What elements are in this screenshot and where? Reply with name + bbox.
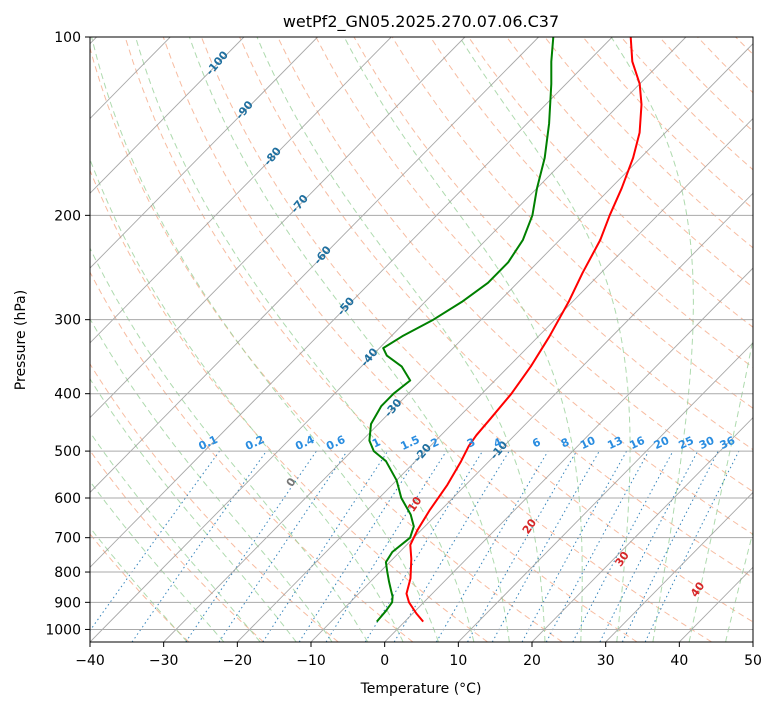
x-axis-label: Temperature (°C) bbox=[360, 681, 482, 697]
y-axis: 100 200 300 400 500 600 700 800 900 1000 bbox=[45, 30, 90, 638]
moist-adiabat-line bbox=[90, 480, 225, 642]
dry-adiabat-line bbox=[239, 37, 753, 579]
isotherm-line bbox=[90, 37, 392, 344]
moist-adiabat-line bbox=[90, 431, 261, 642]
mixing-ratio-label: 10 bbox=[578, 434, 598, 452]
mixing-ratio-label: 36 bbox=[718, 434, 738, 452]
y-tick-label: 900 bbox=[54, 595, 81, 611]
isotherm-line bbox=[90, 37, 687, 642]
mixing-ratio-line bbox=[621, 450, 719, 642]
y-tick-label: 300 bbox=[54, 313, 81, 329]
mixing-ratio-line bbox=[325, 450, 447, 642]
dry-adiabat-line bbox=[315, 37, 753, 493]
y-tick-label: 100 bbox=[54, 30, 81, 46]
mixing-ratio-label: 16 bbox=[628, 434, 648, 452]
mixing-ratio-line bbox=[262, 450, 389, 642]
mixing-ratio-line bbox=[545, 450, 650, 642]
profile-lines bbox=[368, 37, 643, 623]
x-tick-label: −40 bbox=[75, 653, 105, 669]
dry-adiabat-line bbox=[90, 46, 563, 642]
isotherms bbox=[90, 37, 753, 642]
dry-adiabat-line bbox=[429, 37, 753, 369]
y-axis-label: Pressure (hPa) bbox=[13, 290, 29, 390]
plot-area: -100-90-80-70-60-50-40-30-20 -100.1 0.2 0.4… bbox=[90, 37, 753, 642]
dry-adiabat-line bbox=[200, 37, 753, 623]
mixing-ratio-line bbox=[185, 450, 317, 642]
moist-adiabat-line bbox=[90, 246, 369, 642]
dry-adiabat-line bbox=[353, 37, 753, 451]
isotherm-line bbox=[310, 192, 753, 642]
dry-adiabat-line bbox=[468, 37, 753, 328]
y-tick-label: 400 bbox=[54, 387, 81, 403]
isotherm-line bbox=[90, 37, 613, 568]
dry-adiabat-line bbox=[506, 37, 753, 288]
moist-adiabat-line bbox=[688, 336, 753, 642]
isotherm-line bbox=[384, 267, 753, 642]
moist-adiabat-line bbox=[91, 37, 439, 642]
isotherm-line bbox=[163, 43, 753, 642]
x-tick-label: −10 bbox=[296, 653, 326, 669]
y-tick-label: 500 bbox=[54, 444, 81, 460]
moist-adiabat-line bbox=[90, 377, 297, 642]
dry-adiabat-line bbox=[124, 37, 638, 642]
y-tick-label: 700 bbox=[54, 531, 81, 547]
mixing-ratio-label: 25 bbox=[677, 434, 696, 452]
y-tick-label: 800 bbox=[54, 565, 81, 581]
isotherm-line bbox=[458, 342, 753, 642]
moist-adiabat-line bbox=[610, 37, 694, 642]
y-tick-label: 1000 bbox=[45, 622, 81, 638]
dry-adiabat-line bbox=[391, 37, 753, 409]
moist-adiabat-line bbox=[256, 37, 546, 642]
isotherm-line bbox=[90, 37, 318, 269]
isotherm-line bbox=[90, 37, 245, 194]
moist-adiabat-line bbox=[725, 530, 753, 642]
x-tick-label: −20 bbox=[223, 653, 253, 669]
dry-adiabat-line bbox=[162, 37, 712, 642]
temperature-line bbox=[405, 37, 643, 623]
moist-adiabat-line bbox=[135, 37, 475, 642]
isotherm-line bbox=[605, 491, 753, 642]
y-tick-label: 600 bbox=[54, 491, 81, 507]
moist-adiabat-line bbox=[90, 158, 404, 642]
y-tick-label: 200 bbox=[54, 208, 81, 224]
x-tick-label: 30 bbox=[597, 653, 615, 669]
x-tick-label: 40 bbox=[670, 653, 688, 669]
mixing-ratio-line bbox=[298, 450, 423, 642]
moist-adiabat-line bbox=[188, 37, 510, 642]
pressure-gridlines bbox=[90, 37, 753, 630]
mixing-ratio-line bbox=[521, 450, 628, 642]
chart-title: wetPf2_GN05.2025.270.07.06.C37 bbox=[283, 12, 559, 32]
isotherm-line bbox=[237, 117, 753, 642]
dry-adiabat-line bbox=[90, 169, 488, 642]
mixing-ratio-line bbox=[435, 450, 549, 642]
x-tick-label: 0 bbox=[380, 653, 389, 669]
isotherm-line bbox=[531, 416, 753, 642]
dewpoint-line bbox=[368, 37, 555, 623]
plot-frame bbox=[89, 36, 754, 643]
mixing-ratio-label: 20 bbox=[652, 434, 672, 452]
x-tick-label: 20 bbox=[523, 653, 541, 669]
moist-adiabat-line bbox=[90, 317, 333, 642]
isotherm-line bbox=[90, 37, 466, 419]
x-tick-label: 50 bbox=[744, 653, 762, 669]
x-tick-label: 10 bbox=[449, 653, 467, 669]
mixing-ratio-label: 13 bbox=[605, 434, 624, 452]
x-tick-label: −30 bbox=[149, 653, 179, 669]
mixing-ratio-label: 30 bbox=[697, 434, 717, 452]
mixing-ratio-line bbox=[218, 450, 348, 642]
isotherm-line bbox=[90, 37, 539, 494]
moist-adiabat-line bbox=[343, 37, 583, 642]
dry-adiabat-line bbox=[90, 449, 264, 642]
x-axis: −40 −30 −20 −10 0 10 20 30 40 50 bbox=[75, 642, 762, 669]
